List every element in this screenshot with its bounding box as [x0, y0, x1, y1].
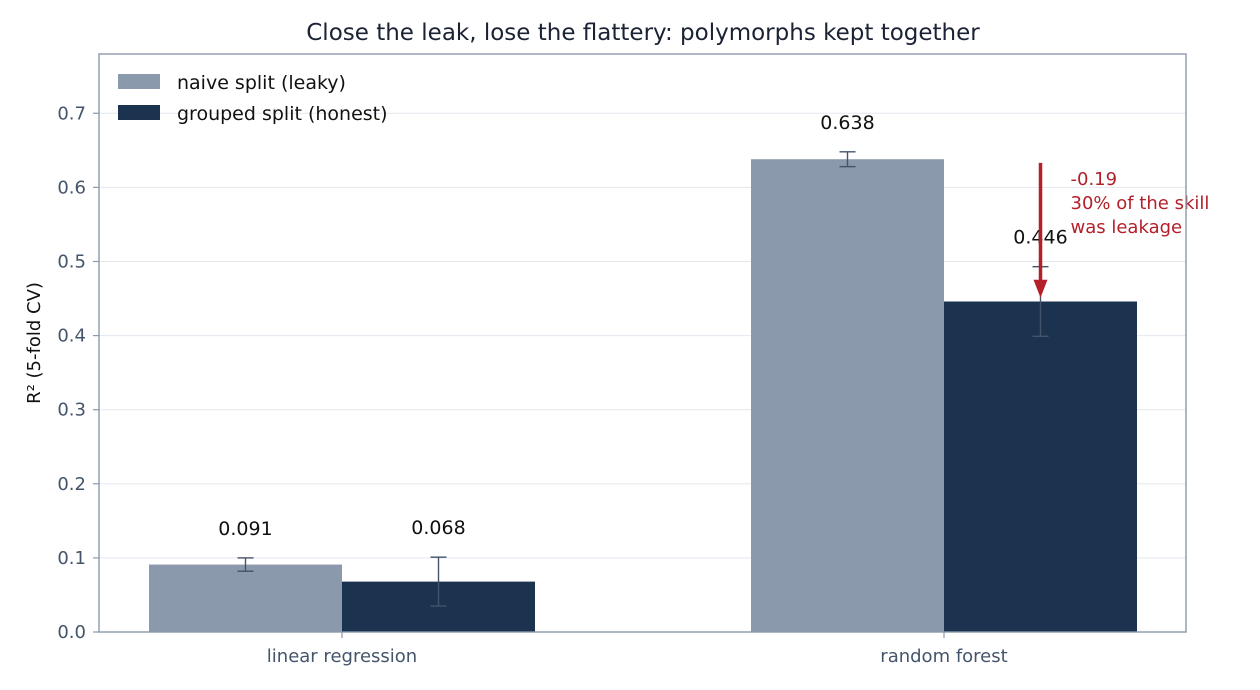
bar [751, 159, 944, 632]
data-label: 0.068 [411, 517, 465, 539]
axes: 0.0 0.1 0.2 0.3 0.4 0.5 0.6 0.7 linear regressio… [57, 53, 1187, 667]
y-tick-label: 0.0 [57, 622, 86, 643]
legend: naive split (leaky) grouped split (honest… [118, 72, 388, 125]
bar [149, 564, 342, 632]
gridlines [99, 112, 1186, 559]
legend-label: grouped split (honest) [177, 103, 388, 125]
y-tick-label: 0.1 [57, 548, 86, 569]
legend-label: naive split (leaky) [177, 72, 346, 94]
y-tick-label: 0.3 [57, 400, 86, 421]
plot-frame [98, 53, 1187, 633]
annotation-arrow-head [1033, 279, 1048, 298]
data-label: 0.091 [218, 518, 272, 540]
x-tick-label: linear regression [267, 646, 417, 667]
annotation-text: was leakage [1071, 217, 1183, 238]
bars [149, 159, 1137, 632]
y-axis-label: R² (5-fold CV) [24, 282, 45, 404]
y-tick-label: 0.7 [57, 103, 86, 124]
annotation-text: 30% of the skill [1071, 193, 1210, 214]
data-label: 0.638 [820, 112, 874, 134]
y-tick-label: 0.6 [57, 177, 86, 198]
chart-title: Close the leak, lose the flattery: polym… [306, 20, 980, 46]
legend-swatch [118, 74, 160, 89]
x-tick-label: random forest [880, 646, 1007, 667]
y-tick-label: 0.5 [57, 251, 86, 272]
leakage-annotation: -0.19 30% of the skill was leakage [1033, 162, 1210, 298]
y-tick-label: 0.4 [57, 326, 86, 347]
y-tick-label: 0.2 [57, 474, 86, 495]
error-bars [237, 151, 1049, 607]
legend-swatch [118, 105, 160, 120]
bar [944, 301, 1137, 632]
annotation-text: -0.19 [1071, 169, 1118, 190]
